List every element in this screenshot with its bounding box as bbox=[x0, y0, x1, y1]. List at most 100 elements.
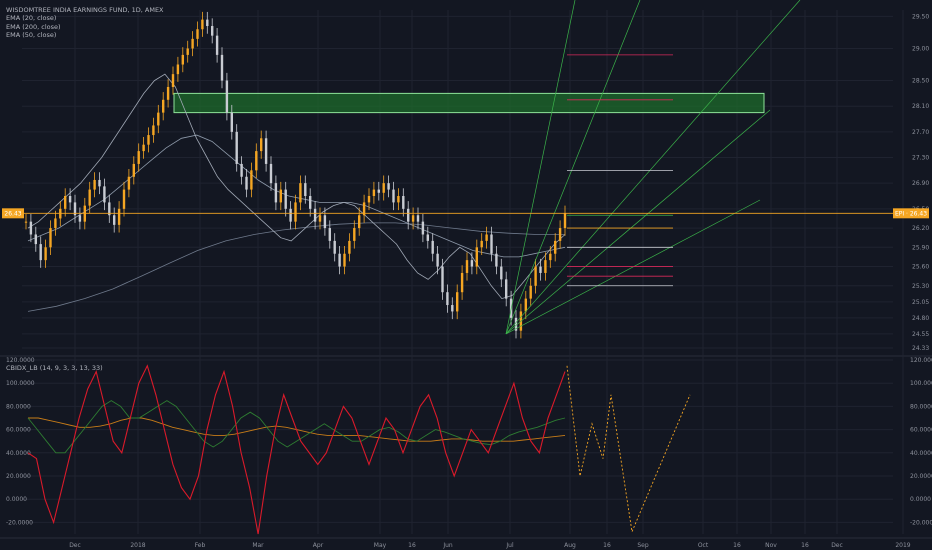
candle-body bbox=[421, 221, 425, 235]
candle-body bbox=[132, 163, 135, 177]
candle-body bbox=[500, 266, 503, 280]
price-tick-label: 27.70 bbox=[912, 129, 929, 136]
candle-body bbox=[505, 279, 508, 299]
candle-body bbox=[264, 138, 268, 164]
osc-tick-label-left: -20.0000 bbox=[6, 519, 33, 526]
candle-body bbox=[397, 195, 400, 203]
right-price-tag bbox=[893, 208, 929, 219]
candle-body bbox=[225, 80, 229, 113]
candle-body bbox=[544, 260, 547, 273]
resistance-zone-box bbox=[173, 92, 765, 114]
candle-body bbox=[137, 151, 140, 164]
osc-tick-label-right: 20.0000 bbox=[910, 473, 932, 480]
candle-body bbox=[377, 189, 380, 193]
time-tick-label: Dec bbox=[831, 542, 843, 549]
ema50-legend: EMA (50, close) bbox=[6, 31, 57, 40]
left-price-tag bbox=[2, 208, 24, 219]
candle-body bbox=[260, 138, 263, 152]
candle-body bbox=[186, 48, 189, 55]
osc-projection-line bbox=[566, 365, 691, 534]
osc-tick-label-right: 100.0000 bbox=[910, 380, 932, 387]
ema20-legend: EMA (20, close) bbox=[6, 14, 57, 23]
oscillator-title: CBIDX_LB (14, 9, 3, 3, 13, 33) bbox=[6, 364, 103, 372]
candle-body bbox=[451, 305, 454, 312]
candle-body bbox=[328, 228, 331, 241]
candle-body bbox=[460, 272, 464, 293]
candle-body bbox=[313, 208, 317, 222]
time-tick-label: 16 bbox=[408, 542, 416, 549]
candle-body bbox=[171, 74, 175, 87]
osc-tick-label-left: 40.0000 bbox=[6, 450, 31, 457]
candle-body bbox=[240, 163, 243, 177]
price-tick-label: 27.30 bbox=[912, 155, 929, 162]
osc-tick-label-left: 80.0000 bbox=[6, 403, 31, 410]
candle-body bbox=[465, 260, 469, 273]
right-price-tag-label: EPI · 26.43 bbox=[895, 210, 927, 217]
candle-body bbox=[358, 215, 361, 229]
candle-body bbox=[93, 179, 96, 190]
time-tick-label: 2019 bbox=[895, 542, 910, 549]
gann-fan-line bbox=[505, 0, 641, 335]
candle-body bbox=[490, 234, 493, 254]
candle-body bbox=[255, 151, 258, 171]
candle-body bbox=[407, 208, 410, 222]
candle-body bbox=[211, 26, 214, 36]
candle-body bbox=[382, 183, 385, 193]
main-legend: WISDOMTREE INDIA EARNINGS FUND, 1D, AMEX… bbox=[6, 6, 164, 40]
osc-tick-label-left: 20.0000 bbox=[6, 473, 31, 480]
candle-body bbox=[166, 86, 170, 100]
candle-body bbox=[122, 189, 126, 209]
candle-body bbox=[78, 215, 82, 222]
candle-body bbox=[294, 202, 297, 222]
candle-body bbox=[250, 170, 253, 190]
time-tick-label: Jul bbox=[505, 542, 514, 549]
time-tick-label: Aug bbox=[564, 542, 576, 549]
price-tick-label: 24.80 bbox=[912, 315, 929, 322]
candle-body bbox=[147, 135, 150, 145]
price-tick-label: 28.10 bbox=[912, 103, 929, 110]
candle-body bbox=[333, 240, 336, 254]
osc-tick-label-right: 80.0000 bbox=[910, 403, 932, 410]
candle-body bbox=[181, 54, 184, 65]
candle-body bbox=[563, 213, 567, 229]
osc-green-line bbox=[27, 400, 566, 454]
time-tick-label: 2018 bbox=[130, 542, 145, 549]
candle-body bbox=[304, 183, 307, 196]
candle-body bbox=[113, 215, 116, 225]
candle-body bbox=[24, 221, 28, 223]
osc-tick-label-right: 0.0000 bbox=[910, 496, 931, 503]
time-tick-label: Feb bbox=[195, 542, 206, 549]
candle-body bbox=[103, 186, 106, 203]
candle-body bbox=[348, 240, 351, 254]
candle-body bbox=[142, 144, 145, 152]
time-tick-label: 16 bbox=[603, 542, 611, 549]
candle-body bbox=[279, 189, 282, 203]
candle-body bbox=[108, 202, 111, 216]
price-tick-label: 26.20 bbox=[912, 225, 929, 232]
left-price-tag-label: 26.43 bbox=[4, 210, 21, 217]
time-tick-label: Nov bbox=[765, 542, 777, 549]
gann-fan-line bbox=[505, 0, 576, 334]
candle-body bbox=[343, 253, 346, 267]
candle-body bbox=[554, 240, 557, 254]
candle-body bbox=[44, 247, 47, 261]
osc-tick-label-right: 40.0000 bbox=[910, 450, 932, 457]
candle-body bbox=[215, 35, 219, 55]
osc-tick-label-right: 60.0000 bbox=[910, 427, 932, 434]
candle-body bbox=[299, 183, 302, 203]
candle-body bbox=[392, 189, 395, 203]
ema-200-line bbox=[27, 222, 565, 312]
candle-body bbox=[157, 112, 160, 126]
candle-body bbox=[274, 183, 278, 203]
candle-body bbox=[372, 189, 376, 196]
candle-body bbox=[431, 240, 434, 254]
osc-tick-label-right: -20.0000 bbox=[910, 519, 932, 526]
candle-body bbox=[235, 131, 238, 164]
candle-body bbox=[73, 202, 77, 216]
candle-body bbox=[539, 266, 542, 273]
candle-body bbox=[269, 163, 273, 184]
candle-body bbox=[289, 208, 292, 222]
osc-red-line bbox=[27, 364, 566, 535]
candle-body bbox=[309, 195, 312, 209]
